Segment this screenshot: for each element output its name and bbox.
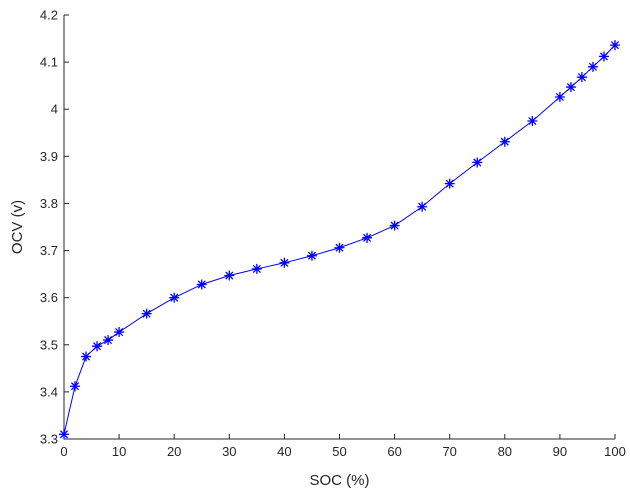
x-axis-label: SOC (%) (310, 472, 370, 489)
data-point (196, 279, 207, 290)
data-point (251, 263, 262, 274)
y-tick-label: 4 (51, 102, 58, 117)
data-point (279, 257, 290, 268)
x-tick-label: 30 (222, 444, 236, 459)
data-point (362, 232, 373, 243)
data-point (224, 270, 235, 281)
data-point (114, 327, 125, 338)
data-point (444, 178, 455, 189)
data-point (59, 429, 69, 440)
data-point (554, 91, 565, 102)
data-point (587, 61, 598, 72)
data-point (499, 136, 510, 147)
y-tick-label: 3.9 (40, 149, 58, 164)
data-point (103, 335, 114, 346)
x-tick-label: 70 (442, 444, 456, 459)
x-tick-label: 40 (277, 444, 291, 459)
y-tick-label: 3.4 (40, 384, 58, 399)
data-point (417, 201, 428, 212)
plot-area: 0 10 20 30 40 50 60 70 80 90 100 3.3 3.4 3.5 3.6 3.7 3.8… (40, 8, 626, 460)
x-tick-label: 0 (60, 444, 67, 459)
series-line (63, 44, 616, 435)
x-tick-label: 20 (167, 444, 181, 459)
y-tick-label: 3.6 (40, 290, 58, 305)
data-point (472, 157, 483, 168)
data-point (389, 220, 400, 231)
data-point (598, 51, 609, 62)
data-point (141, 308, 152, 319)
x-tick-label: 10 (112, 444, 126, 459)
x-tick-label: 50 (332, 444, 346, 459)
y-tick-label: 3.7 (40, 243, 58, 258)
y-tick-label: 4.1 (40, 55, 58, 70)
y-tick-label: 3.3 (40, 432, 58, 447)
data-point (334, 242, 345, 253)
x-tick-label: 90 (553, 444, 567, 459)
data-point (81, 351, 92, 362)
data-point (576, 72, 587, 83)
y-tick-label: 3.5 (40, 337, 58, 352)
data-point (565, 82, 576, 93)
y-tick-label: 3.8 (40, 196, 58, 211)
data-point (527, 116, 538, 126)
x-tick-label: 100 (604, 444, 626, 459)
data-point (306, 250, 317, 261)
data-point (92, 341, 103, 352)
y-tick-label: 4.2 (40, 8, 58, 23)
x-tick-label: 80 (498, 444, 512, 459)
data-point (70, 381, 81, 392)
data-point (610, 40, 620, 51)
data-point (169, 292, 180, 303)
y-axis-label: OCV (v) (9, 200, 26, 254)
x-tick-label: 60 (387, 444, 401, 459)
